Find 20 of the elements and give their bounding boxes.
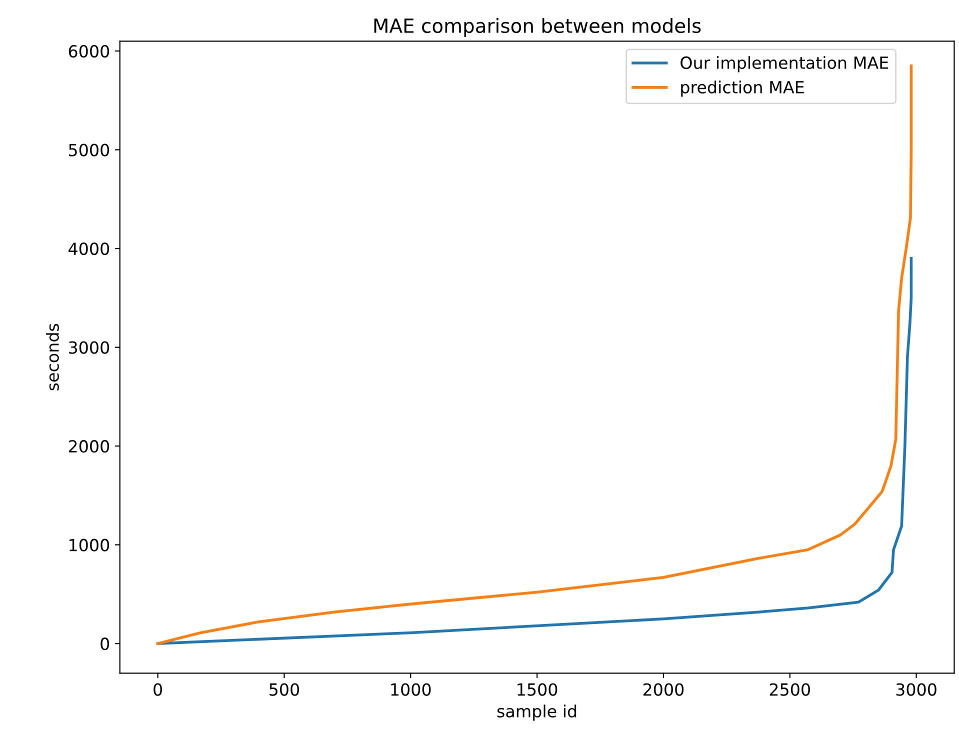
y-tick-label: 3000 bbox=[69, 341, 110, 354]
y-tick-label: 6000 bbox=[68, 44, 110, 58]
y-tick-label: 5000 bbox=[69, 144, 110, 156]
y-axis-title: seconds bbox=[46, 324, 59, 390]
x-tick-label: 0 bbox=[154, 683, 162, 696]
x-tick-label: 3000 bbox=[896, 683, 936, 696]
legend-label: Our implementation MAE bbox=[680, 56, 888, 72]
x-axis-title: sample id bbox=[497, 704, 576, 721]
y-tick-label: 2000 bbox=[68, 440, 110, 453]
y-tick-label: 0 bbox=[100, 638, 110, 650]
x-tick-label: 2000 bbox=[643, 683, 684, 696]
x-tick-label: 1500 bbox=[518, 683, 558, 696]
legend-label: prediction MAE bbox=[681, 80, 804, 97]
y-tick-label: 1000 bbox=[70, 538, 110, 552]
y-tick-label: 4000 bbox=[68, 242, 110, 256]
line-series bbox=[156, 257, 913, 645]
chart-title: MAE comparison between models bbox=[374, 18, 701, 37]
x-tick-label: 1000 bbox=[391, 683, 431, 696]
x-tick-label: 2500 bbox=[770, 683, 810, 696]
x-tick-label: 500 bbox=[270, 683, 300, 696]
